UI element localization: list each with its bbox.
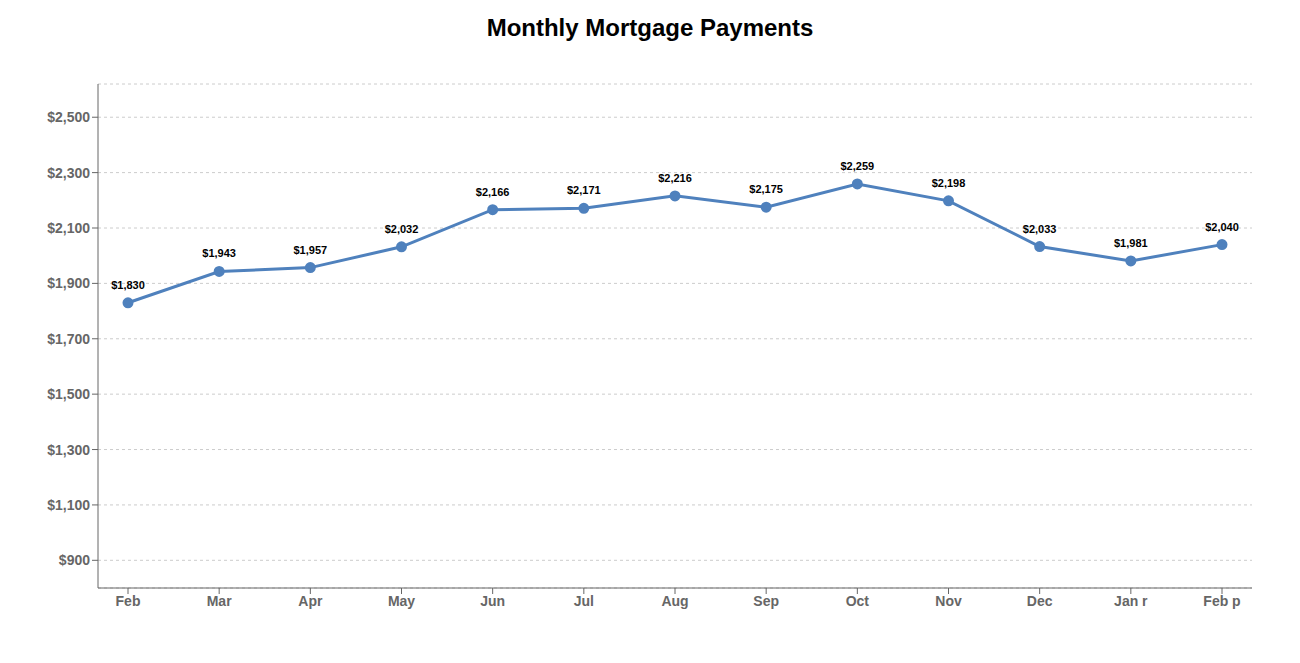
svg-text:$1,943: $1,943: [202, 247, 236, 259]
svg-text:Aug: Aug: [661, 593, 688, 609]
svg-text:$2,300: $2,300: [47, 165, 90, 181]
svg-text:$2,040: $2,040: [1205, 221, 1239, 233]
svg-text:$2,166: $2,166: [476, 186, 510, 198]
svg-text:Apr: Apr: [298, 593, 323, 609]
svg-text:Jan r: Jan r: [1114, 593, 1148, 609]
svg-text:$2,259: $2,259: [841, 160, 875, 172]
svg-text:$1,700: $1,700: [47, 331, 90, 347]
svg-text:Sep: Sep: [753, 593, 779, 609]
svg-text:$1,100: $1,100: [47, 497, 90, 513]
svg-text:Mar: Mar: [207, 593, 232, 609]
svg-text:$1,830: $1,830: [111, 279, 145, 291]
svg-text:$1,900: $1,900: [47, 275, 90, 291]
svg-text:Feb: Feb: [116, 593, 141, 609]
svg-text:$1,981: $1,981: [1114, 237, 1148, 249]
svg-text:$2,100: $2,100: [47, 220, 90, 236]
svg-text:Jul: Jul: [574, 593, 594, 609]
svg-text:$2,216: $2,216: [658, 172, 692, 184]
svg-text:$1,957: $1,957: [294, 244, 328, 256]
svg-text:$2,033: $2,033: [1023, 223, 1057, 235]
svg-text:Nov: Nov: [935, 593, 962, 609]
svg-text:$2,175: $2,175: [749, 183, 783, 195]
svg-text:Feb p: Feb p: [1203, 593, 1240, 609]
svg-text:$1,500: $1,500: [47, 386, 90, 402]
svg-text:$900: $900: [59, 552, 90, 568]
svg-text:$2,032: $2,032: [385, 223, 419, 235]
svg-text:Dec: Dec: [1027, 593, 1053, 609]
svg-text:$2,171: $2,171: [567, 184, 601, 196]
html-text:Monthly Mortgage Payments: Monthly Mortgage Payments: [486, 14, 814, 41]
svg-text:$1,300: $1,300: [47, 442, 90, 458]
svg-text:$2,500: $2,500: [47, 109, 90, 125]
svg-text:May: May: [388, 593, 415, 609]
svg-text:Jun: Jun: [480, 593, 505, 609]
svg-text:Oct: Oct: [846, 593, 870, 609]
svg-text:$2,198: $2,198: [932, 177, 966, 189]
